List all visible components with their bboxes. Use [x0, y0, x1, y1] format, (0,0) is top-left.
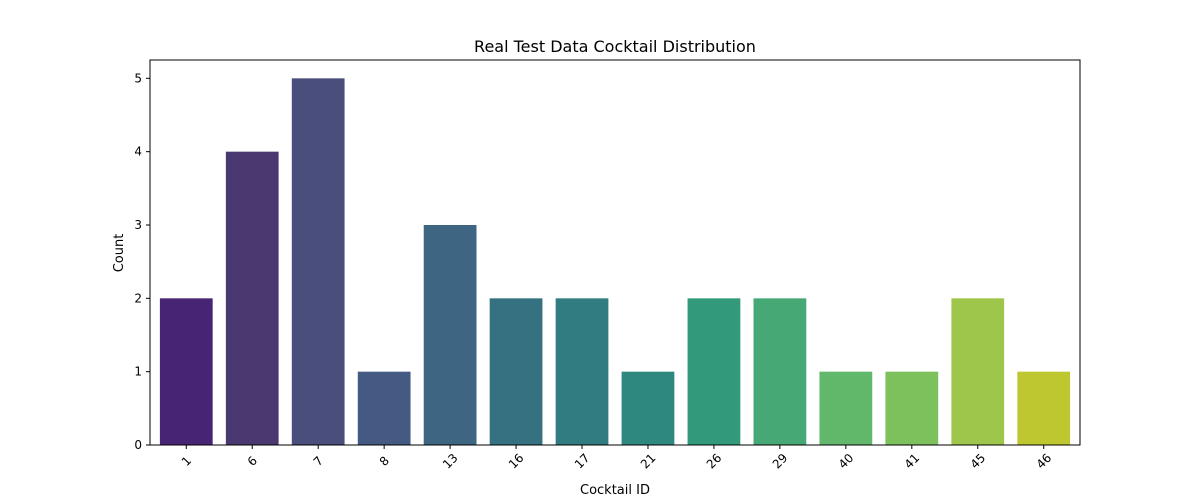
bar-26	[687, 298, 741, 445]
chart-title: Real Test Data Cocktail Distribution	[474, 37, 756, 56]
bar-8	[357, 371, 411, 445]
bar-13	[423, 225, 477, 445]
y-tick-label: 4	[134, 145, 142, 159]
x-tick-label: 29	[770, 451, 791, 472]
x-axis: 1 6 7 8 13 16 17 21 26 29 40 41 45 46	[179, 445, 1054, 472]
y-axis: 0 1 2 3 4 5	[134, 71, 150, 452]
bar-40	[819, 371, 873, 445]
x-tick-label: 16	[506, 451, 527, 472]
y-tick-label: 1	[134, 365, 142, 379]
x-tick-label: 13	[440, 451, 461, 472]
y-tick-label: 0	[134, 438, 142, 452]
bar-17	[555, 298, 609, 445]
x-tick-label: 45	[968, 451, 989, 472]
bar-21	[621, 371, 675, 445]
bar-45	[951, 298, 1005, 445]
x-tick-label: 40	[836, 451, 857, 472]
bar-6	[225, 151, 279, 445]
bar-16	[489, 298, 543, 445]
y-tick-label: 3	[134, 218, 142, 232]
x-tick-label: 8	[377, 454, 392, 469]
bar-29	[753, 298, 807, 445]
bar-46	[1017, 371, 1071, 445]
bar-7	[291, 78, 345, 445]
x-axis-label: Cocktail ID	[580, 483, 650, 498]
y-axis-label: Count	[112, 234, 127, 273]
x-tick-label: 17	[572, 451, 593, 472]
x-tick-label: 46	[1034, 451, 1055, 472]
bars-group	[159, 78, 1071, 445]
y-tick-label: 2	[134, 291, 142, 305]
bar-41	[885, 371, 939, 445]
x-tick-label: 6	[245, 454, 260, 469]
x-tick-label: 1	[179, 454, 194, 469]
x-tick-label: 41	[902, 451, 923, 472]
plot-frame	[149, 59, 1081, 446]
y-tick-label: 5	[134, 71, 142, 85]
x-tick-label: 7	[311, 454, 326, 469]
bar-1	[159, 298, 213, 445]
x-tick-label: 21	[638, 451, 659, 472]
x-tick-label: 26	[704, 451, 725, 472]
